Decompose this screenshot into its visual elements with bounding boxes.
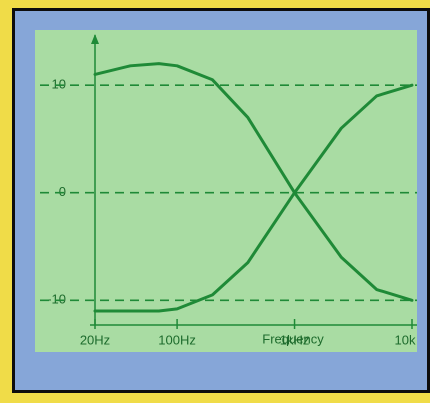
y-axis-arrow: [91, 34, 99, 44]
x-axis-label: Frequency: [262, 331, 324, 346]
curve: [93, 62, 414, 302]
x-tick-label: 10k: [395, 332, 416, 347]
y-tick-label: 0: [59, 184, 66, 199]
plot-area: [35, 30, 417, 352]
y-tick-label: 10: [52, 77, 66, 92]
curve: [93, 83, 414, 313]
x-tick-label: 100Hz: [158, 332, 196, 347]
y-tick-label: -10: [47, 292, 66, 307]
x-tick-label: 20Hz: [80, 332, 110, 347]
x-tick-label: 1kHz: [280, 332, 310, 347]
